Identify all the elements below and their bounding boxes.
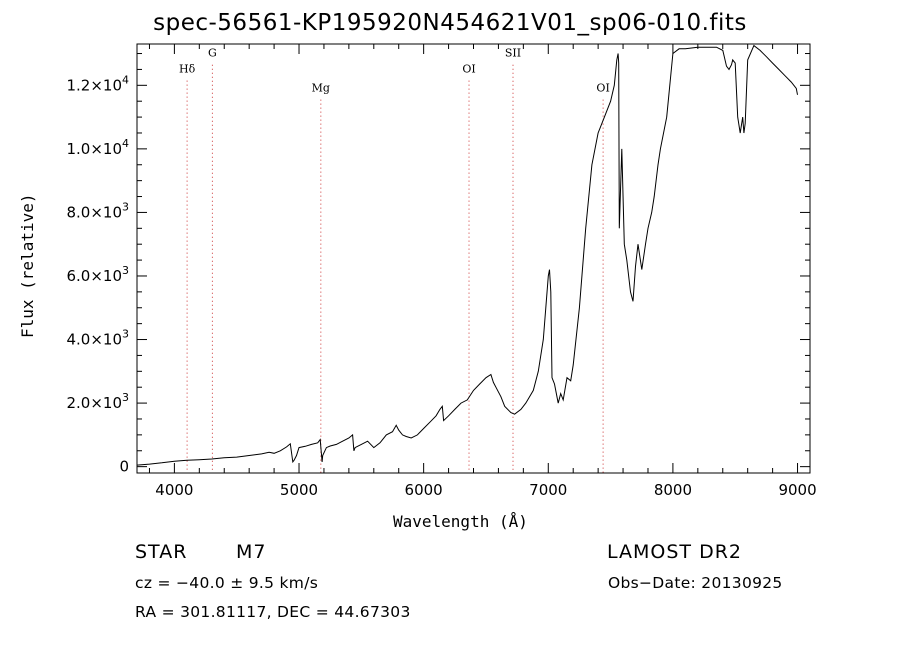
redshift-cz: cz = −40.0 ± 9.5 km/s — [135, 574, 319, 592]
survey-name: LAMOST DR2 — [607, 541, 742, 563]
line-marker-label: G — [208, 47, 217, 60]
line-marker-label: SII — [505, 47, 521, 60]
line-markers: Hδ G Mg OI SII OI — [179, 47, 610, 473]
line-marker-label: Mg — [312, 82, 330, 95]
y-axis-label: Flux (relative) — [18, 193, 37, 339]
observation-date: Obs−Date: 20130925 — [608, 574, 783, 592]
line-marker-label: OI — [596, 82, 609, 95]
object-class: STAR — [135, 541, 188, 563]
x-tick-label: 4000 — [155, 481, 193, 499]
y-tick-label: 4.0×103 — [66, 328, 129, 349]
y-tick-label: 0 — [119, 458, 129, 476]
chart-title: spec-56561-KP195920N454621V01_sp06-010.f… — [153, 10, 747, 36]
y-tick-label: 6.0×103 — [66, 264, 129, 285]
x-tick-label: 7000 — [529, 481, 567, 499]
axis-ticks — [137, 44, 810, 473]
plot-frame — [136, 43, 811, 474]
line-marker-label: Hδ — [179, 63, 196, 76]
x-tick-label: 9000 — [778, 481, 816, 499]
x-tick-label: 5000 — [280, 481, 318, 499]
x-tick-label: 6000 — [405, 481, 443, 499]
object-subclass: M7 — [236, 541, 267, 563]
spectrum-line — [136, 44, 798, 466]
x-tick-label: 8000 — [654, 481, 692, 499]
y-tick-label: 2.0×103 — [66, 391, 129, 412]
y-tick-label: 1.0×104 — [66, 137, 129, 158]
y-tick-label: 8.0×103 — [66, 200, 129, 221]
ra-dec-coordinates: RA = 301.81117, DEC = 44.67303 — [135, 603, 411, 621]
line-marker-label: OI — [462, 63, 475, 76]
x-axis-label: Wavelength (Å) — [393, 512, 528, 531]
y-tick-label: 1.2×104 — [66, 73, 129, 94]
